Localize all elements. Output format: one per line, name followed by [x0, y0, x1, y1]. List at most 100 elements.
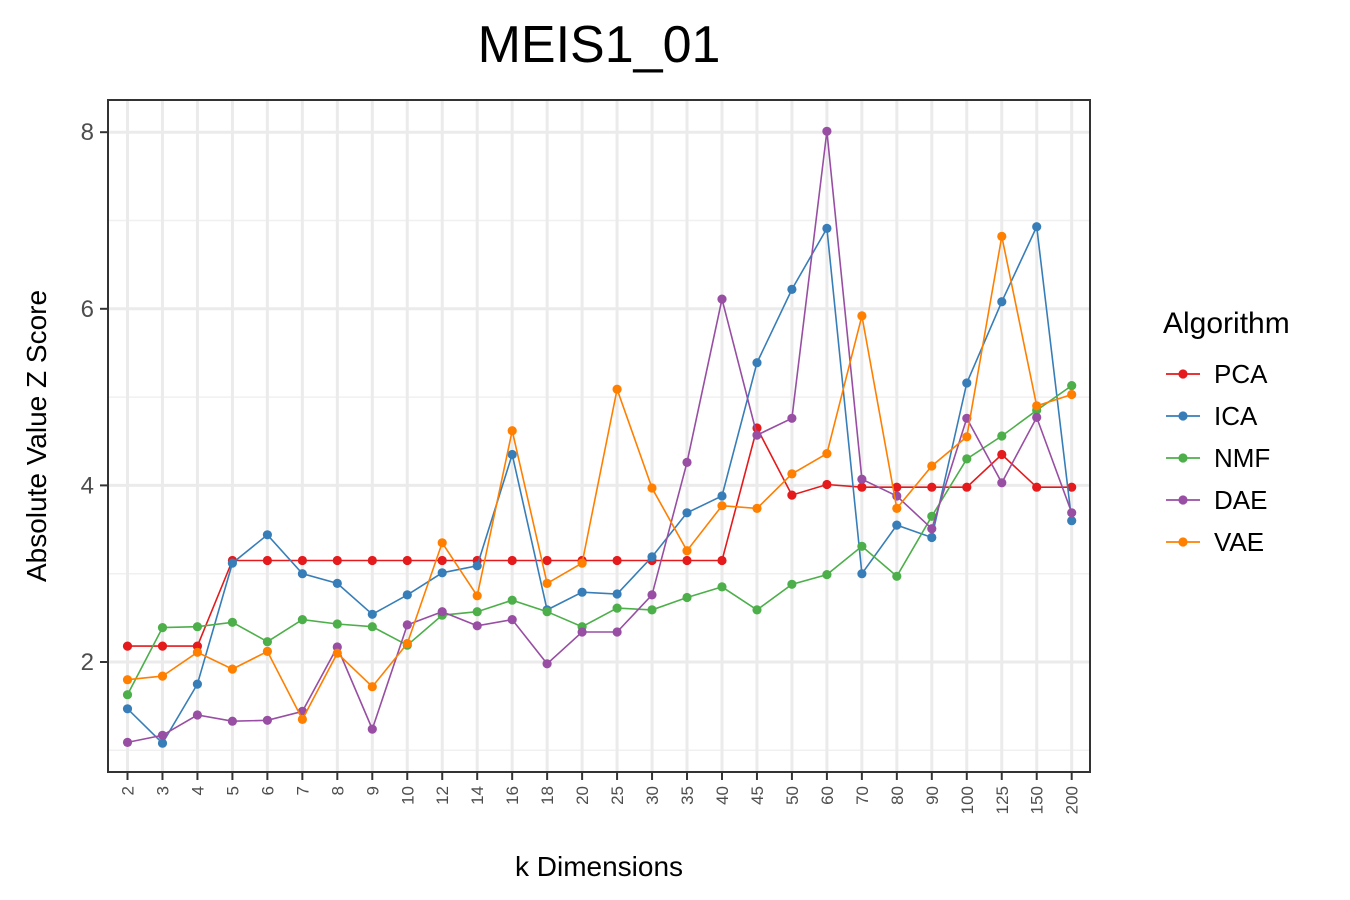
data-point-ica [1032, 222, 1042, 232]
y-axis-title: Absolute Value Z Score [21, 290, 52, 582]
data-point-dae [647, 590, 657, 600]
legend-item-dae: DAE [1166, 485, 1267, 515]
data-point-ica [892, 520, 902, 530]
data-point-pca [1032, 482, 1042, 492]
data-point-nmf [717, 582, 727, 592]
x-tick-label: 8 [328, 786, 347, 795]
data-point-pca [997, 449, 1007, 460]
data-point-vae [962, 432, 972, 442]
data-point-pca [507, 555, 517, 566]
data-point-vae [1032, 401, 1042, 411]
data-point-pca [927, 482, 937, 492]
data-point-vae [892, 503, 902, 513]
data-point-ica [752, 358, 762, 368]
data-point-vae [262, 646, 272, 657]
legend-key-point [1178, 453, 1188, 463]
data-point-dae [1032, 412, 1042, 422]
legend-label: DAE [1214, 485, 1267, 515]
data-point-pca [437, 555, 447, 566]
x-tick-label: 18 [538, 786, 557, 805]
legend-item-ica: ICA [1166, 401, 1258, 431]
x-tick-label: 12 [433, 786, 452, 805]
data-point-ica [297, 569, 307, 579]
data-point-pca [717, 555, 727, 566]
legend-label: NMF [1214, 443, 1270, 473]
x-tick-label: 10 [398, 786, 417, 805]
legend-key-point [1178, 495, 1188, 505]
data-point-ica [367, 609, 377, 619]
data-point-vae [367, 682, 377, 692]
data-point-dae [997, 478, 1007, 488]
x-tick-label: 9 [363, 786, 382, 795]
legend-item-pca: PCA [1166, 359, 1268, 389]
x-tick-label: 2 [119, 786, 138, 795]
data-point-dae [437, 607, 447, 617]
data-point-ica [507, 449, 517, 460]
x-tick-label: 60 [818, 786, 837, 805]
data-point-pca [892, 482, 902, 492]
data-point-vae [717, 501, 727, 511]
series-ica [122, 222, 1077, 748]
data-point-dae [262, 715, 272, 725]
data-point-nmf [962, 454, 972, 464]
data-point-ica [1067, 516, 1077, 526]
data-point-vae [577, 558, 587, 568]
data-point-pca [122, 641, 133, 651]
data-point-ica [262, 530, 272, 540]
data-point-dae [507, 615, 517, 625]
x-tick-label: 7 [293, 786, 312, 795]
data-point-dae [192, 710, 202, 720]
data-point-pca [857, 482, 867, 492]
x-tick-label: 125 [993, 786, 1012, 814]
x-tick-label: 200 [1063, 786, 1082, 814]
data-point-vae [122, 675, 133, 685]
data-point-dae [752, 430, 762, 440]
series-group [122, 126, 1077, 748]
legend-label: VAE [1214, 527, 1264, 557]
x-tick-label: 30 [643, 786, 662, 805]
x-tick-label: 90 [923, 786, 942, 805]
data-point-pca [157, 641, 168, 651]
data-point-nmf [122, 690, 133, 700]
data-point-nmf [367, 622, 377, 632]
data-point-dae [822, 126, 832, 136]
series-nmf [122, 381, 1077, 700]
x-tick-label: 3 [154, 786, 173, 795]
data-point-vae [647, 483, 657, 493]
data-point-nmf [612, 603, 622, 613]
data-point-pca [822, 479, 832, 490]
data-point-dae [157, 730, 168, 740]
data-point-nmf [857, 541, 867, 551]
data-point-nmf [997, 431, 1007, 441]
data-point-vae [682, 546, 692, 556]
data-point-nmf [927, 511, 937, 521]
data-point-vae [997, 231, 1007, 241]
data-point-ica [472, 561, 482, 571]
series-line-nmf [126, 384, 1073, 696]
data-point-ica [332, 578, 342, 589]
data-point-ica [192, 679, 202, 689]
data-point-dae [682, 457, 692, 467]
x-tick-label: 50 [783, 786, 802, 805]
series-line-ica [126, 223, 1073, 745]
x-tick-label: 14 [468, 786, 487, 805]
data-point-dae [857, 474, 867, 484]
data-point-dae [717, 294, 727, 304]
data-point-nmf [262, 637, 272, 647]
legend-item-vae: VAE [1166, 527, 1264, 557]
series-line-vae [127, 236, 1072, 722]
data-point-nmf [1067, 381, 1077, 391]
data-point-ica [962, 378, 972, 388]
data-point-ica [787, 284, 797, 294]
data-point-pca [787, 490, 797, 500]
data-point-pca [332, 555, 342, 566]
data-point-nmf [682, 592, 692, 603]
data-point-vae [227, 664, 237, 674]
data-point-nmf [227, 617, 237, 627]
data-point-ica [157, 738, 168, 748]
y-axis: 2 4 6 8 [81, 119, 108, 676]
data-point-nmf [507, 595, 517, 605]
y-tick-label: 6 [81, 296, 94, 323]
data-point-pca [612, 555, 622, 566]
